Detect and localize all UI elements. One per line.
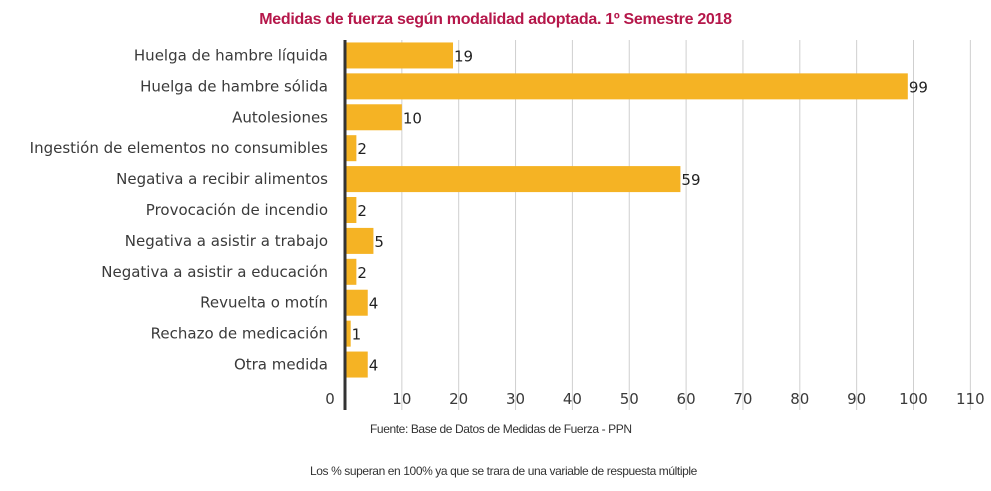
data-label: 4 bbox=[369, 357, 379, 375]
category-label: Huelga de hambre sólida bbox=[140, 77, 328, 95]
x-tick-label: 70 bbox=[733, 390, 752, 408]
x-tick-label: 90 bbox=[847, 390, 866, 408]
source-note: Fuente: Base de Datos de Medidas de Fuer… bbox=[370, 422, 632, 436]
data-label: 2 bbox=[357, 140, 367, 158]
x-tick-label: 60 bbox=[677, 390, 696, 408]
x-tick-label: 10 bbox=[392, 390, 411, 408]
bar bbox=[345, 227, 374, 254]
bar bbox=[345, 104, 402, 131]
bar bbox=[345, 197, 357, 223]
category-labels: Huelga de hambre líquida Huelga de hambre… bbox=[30, 46, 329, 373]
category-label: Negativa a asistir a educación bbox=[101, 263, 328, 281]
bar bbox=[345, 166, 681, 193]
x-tick-label: 100 bbox=[899, 390, 928, 408]
x-tick-label: 50 bbox=[620, 390, 639, 408]
x-tick-label: 40 bbox=[563, 390, 582, 408]
x-tick-label: 110 bbox=[956, 390, 985, 408]
category-label: Provocación de incendio bbox=[146, 201, 328, 219]
data-label: 10 bbox=[403, 109, 422, 127]
bar bbox=[345, 351, 368, 378]
category-label: Negativa a recibir alimentos bbox=[116, 170, 328, 188]
data-label: 5 bbox=[374, 233, 384, 251]
x-tick-labels: 0 10 20 30 40 50 60 70 80 90 100 110 bbox=[325, 390, 984, 408]
data-label: 4 bbox=[369, 295, 379, 313]
data-label: 2 bbox=[357, 264, 367, 282]
grid-lines bbox=[401, 40, 971, 410]
data-label: 19 bbox=[454, 47, 473, 65]
category-label: Otra medida bbox=[234, 356, 328, 374]
bar bbox=[345, 42, 454, 69]
data-label: 59 bbox=[681, 171, 700, 189]
bar bbox=[345, 73, 908, 100]
category-label: Huelga de hambre líquida bbox=[134, 46, 328, 64]
bar bbox=[345, 135, 357, 162]
category-label: Rechazo de medicación bbox=[151, 325, 328, 343]
data-label: 99 bbox=[909, 78, 928, 96]
bar bbox=[345, 258, 357, 285]
category-label: Autolesiones bbox=[232, 108, 328, 126]
bars bbox=[345, 42, 908, 378]
footnote: Los % superan en 100% ya que se trara de… bbox=[310, 464, 697, 478]
bar bbox=[345, 320, 351, 347]
category-label: Negativa a asistir a trabajo bbox=[125, 232, 328, 250]
bar bbox=[345, 289, 368, 316]
data-label: 1 bbox=[352, 326, 362, 344]
x-tick-label: 80 bbox=[790, 390, 809, 408]
category-label: Revuelta o motín bbox=[200, 294, 328, 312]
chart-title: Medidas de fuerza según modalidad adopta… bbox=[259, 11, 732, 28]
category-label: Ingestión de elementos no consumibles bbox=[30, 139, 329, 157]
x-tick-label: 30 bbox=[506, 390, 525, 408]
x-tick-label: 0 bbox=[325, 390, 335, 408]
x-tick-label: 20 bbox=[449, 390, 468, 408]
data-label: 2 bbox=[357, 202, 367, 220]
